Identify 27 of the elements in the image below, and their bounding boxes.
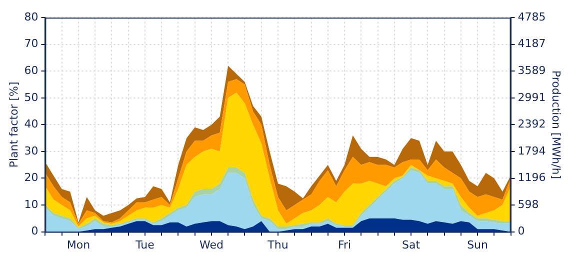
x-tick-label: Sat xyxy=(402,238,421,252)
y2-tick-label: 2392 xyxy=(518,118,546,131)
y2-tick-label: 598 xyxy=(518,198,539,211)
y2-tick-label: 0 xyxy=(518,224,525,238)
y-tick-label: 80 xyxy=(24,10,38,24)
x-tick-label: Sun xyxy=(467,238,488,252)
x-tick-label: Fri xyxy=(338,238,352,252)
x-tick-label: Thu xyxy=(266,238,288,252)
y-tick-label: 30 xyxy=(24,144,38,158)
y2-tick-label: 1196 xyxy=(518,171,546,184)
y-axis-title: Plant factor [%] xyxy=(7,82,20,168)
y2-tick-label: 3589 xyxy=(518,64,546,77)
x-tick-label: Tue xyxy=(134,238,155,252)
y-tick-label: 10 xyxy=(24,198,38,211)
y-tick-label: 60 xyxy=(24,64,38,78)
x-tick-label: Mon xyxy=(66,238,90,252)
y-tick-label: 40 xyxy=(24,118,38,131)
y2-tick-label: 1794 xyxy=(518,144,546,158)
y-tick-label: 50 xyxy=(24,90,38,104)
y2-tick-label: 4187 xyxy=(518,37,546,50)
y2-axis-title: Production [MWh/h] xyxy=(550,70,563,180)
y2-tick-label: 2991 xyxy=(518,90,546,104)
y-tick-label: 70 xyxy=(24,37,38,50)
y-tick-label: 0 xyxy=(31,224,38,238)
x-tick-label: Wed xyxy=(199,238,224,252)
y2-tick-label: 4785 xyxy=(518,10,546,24)
y-tick-label: 20 xyxy=(24,171,38,184)
